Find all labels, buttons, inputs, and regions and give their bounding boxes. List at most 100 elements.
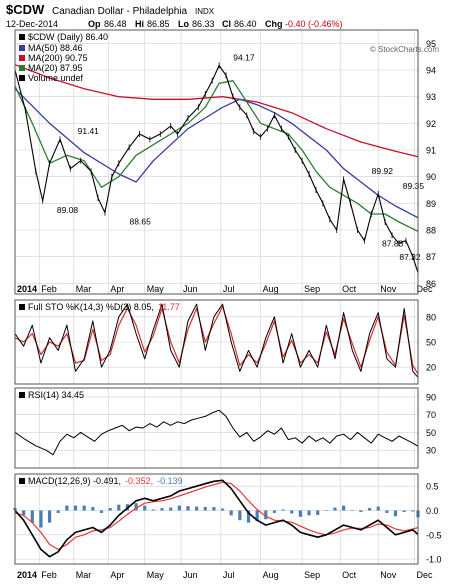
macd-histogram-bar bbox=[272, 510, 277, 513]
ma200-line bbox=[14, 64, 419, 158]
macd-histogram-bar bbox=[359, 510, 363, 512]
legend-value: -0.352, bbox=[125, 476, 153, 486]
price-panel: 86 87 88 89 90 91 92 93 94 95 91.41 89.08 88.65 94.17… bbox=[14, 29, 436, 295]
macd-histogram-bar bbox=[195, 506, 199, 511]
x-tick-label: Sep bbox=[304, 284, 320, 294]
exchange-label: INDX bbox=[195, 7, 215, 16]
macd-histogram-bar bbox=[134, 503, 138, 511]
y-tick-label: 89 bbox=[426, 199, 436, 209]
bottom-axis-label: Jun bbox=[183, 570, 198, 580]
bottom-axis-label: Dec bbox=[417, 570, 434, 580]
macd-histogram-bar bbox=[47, 510, 52, 523]
price-annotation: 91.41 bbox=[78, 126, 100, 136]
macd-histogram-bar bbox=[342, 505, 346, 511]
macd-histogram-bar bbox=[73, 505, 78, 511]
low-value: 86.33 bbox=[192, 19, 215, 29]
panel-frame bbox=[14, 29, 419, 295]
macd-histogram-bar bbox=[238, 510, 242, 521]
y-tick-label: 90 bbox=[426, 172, 436, 182]
close-label: Cl bbox=[222, 19, 231, 29]
legend-entry: MA(50) 88.46 bbox=[28, 43, 83, 53]
legend-entry: RSI(14) 34.45 bbox=[28, 390, 84, 400]
macd-histogram-bar bbox=[160, 508, 164, 511]
legend-entry: MACD(12,26,9) -0.491, bbox=[28, 476, 121, 486]
panel-frame bbox=[14, 387, 419, 469]
macd-panel: -1.0 -0.5 0.0 0.5 MACD(12,26,9) -0.491, -0.35… bbox=[13, 473, 442, 565]
bottom-axis-label: 2014 bbox=[17, 570, 37, 580]
macd-histogram-bar bbox=[376, 506, 380, 511]
legend-swatch bbox=[19, 75, 25, 81]
sto-k-line bbox=[14, 303, 419, 378]
macd-histogram-bar bbox=[212, 507, 216, 511]
macd-line bbox=[14, 479, 419, 558]
open-label: Op bbox=[88, 19, 101, 29]
y-tick-label: 30 bbox=[426, 446, 436, 456]
y-tick-label: 90 bbox=[426, 392, 436, 402]
legend-entry: Volume undef bbox=[28, 73, 84, 83]
bottom-axis-label: Jul bbox=[223, 570, 235, 580]
macd-histogram-bar bbox=[264, 510, 268, 520]
legend-swatch bbox=[19, 65, 25, 71]
legend-entry: Full STO %K(14,3) %D(3) 8.05, bbox=[28, 302, 154, 312]
low-label: Lo bbox=[178, 19, 189, 29]
y-tick-label: 70 bbox=[426, 410, 436, 420]
macd-histogram-bar bbox=[177, 505, 181, 511]
y-tick-label: 80 bbox=[426, 312, 436, 322]
price-annotation: 94.17 bbox=[233, 52, 255, 62]
y-tick-label: -1.0 bbox=[426, 555, 442, 565]
bottom-axis-label: Sep bbox=[304, 570, 320, 580]
legend-swatch bbox=[19, 392, 25, 398]
x-tick-label: 2014 bbox=[17, 284, 37, 294]
high-value: 86.85 bbox=[147, 19, 170, 29]
y-tick-label: 86 bbox=[426, 279, 436, 289]
legend-swatch bbox=[19, 478, 25, 484]
legend-entry: MA(20) 87.95 bbox=[28, 63, 83, 73]
close-value: 86.40 bbox=[234, 19, 257, 29]
y-tick-label: -0.5 bbox=[426, 530, 442, 540]
y-tick-label: 50 bbox=[426, 338, 436, 348]
symbol-label: $CDW bbox=[6, 2, 45, 17]
price-annotation: 89.35 bbox=[403, 181, 425, 191]
rsi-line bbox=[14, 409, 419, 456]
macd-histogram-bar bbox=[99, 510, 104, 513]
x-tick-label: Oct bbox=[342, 284, 357, 294]
legend-swatch bbox=[19, 55, 25, 61]
macd-histogram-bar bbox=[402, 510, 406, 512]
macd-histogram-bar bbox=[350, 510, 354, 511]
y-tick-label: 88 bbox=[426, 226, 436, 236]
y-tick-label: 93 bbox=[426, 92, 436, 102]
bottom-axis-label: May bbox=[147, 570, 165, 580]
bottom-axis-label: Feb bbox=[41, 570, 57, 580]
bottom-axis-label: Apr bbox=[110, 570, 124, 580]
stochastic-panel: 20 50 80 Full STO %K(14,3) %D(3) 8.05, 11.77 bbox=[14, 299, 436, 385]
x-tick-label: Feb bbox=[41, 284, 57, 294]
macd-histogram-bar bbox=[117, 504, 121, 511]
x-tick-label: Jul bbox=[223, 284, 235, 294]
bottom-axis-label: Oct bbox=[342, 570, 357, 580]
legend-swatch bbox=[19, 34, 25, 40]
macd-histogram-bar bbox=[82, 505, 86, 511]
panel-frame bbox=[14, 299, 419, 385]
price-annotation: 87.83 bbox=[382, 239, 404, 249]
y-tick-label: 92 bbox=[426, 119, 436, 129]
legend-swatch bbox=[19, 304, 25, 310]
x-tick-label: Mar bbox=[76, 284, 92, 294]
y-tick-label: 20 bbox=[426, 363, 436, 373]
bottom-axis-label: Aug bbox=[263, 570, 279, 580]
macd-histogram-bar bbox=[65, 505, 69, 511]
y-tick-label: 94 bbox=[426, 66, 436, 76]
x-tick-label: Jun bbox=[183, 284, 198, 294]
quote-row: Op 86.48 Hi 86.85 Lo 86.33 Cl 86.40 Chg … bbox=[88, 19, 343, 29]
macd-histogram-bar bbox=[307, 510, 311, 516]
chart-header: $CDW Canadian Dollar - Philadelphia INDX… bbox=[6, 2, 439, 54]
macd-histogram-bar bbox=[108, 508, 112, 511]
macd-histogram-bar bbox=[30, 510, 34, 523]
macd-histogram-bar bbox=[316, 510, 320, 515]
macd-histogram-bar bbox=[324, 510, 328, 511]
macd-histogram-bar bbox=[186, 506, 190, 511]
x-tick-label: Nov bbox=[380, 284, 397, 294]
legend-entry: $CDW (Daily) 86.40 bbox=[28, 32, 108, 42]
x-tick-label: Dec bbox=[417, 284, 434, 294]
macd-histogram-bar bbox=[290, 510, 294, 514]
